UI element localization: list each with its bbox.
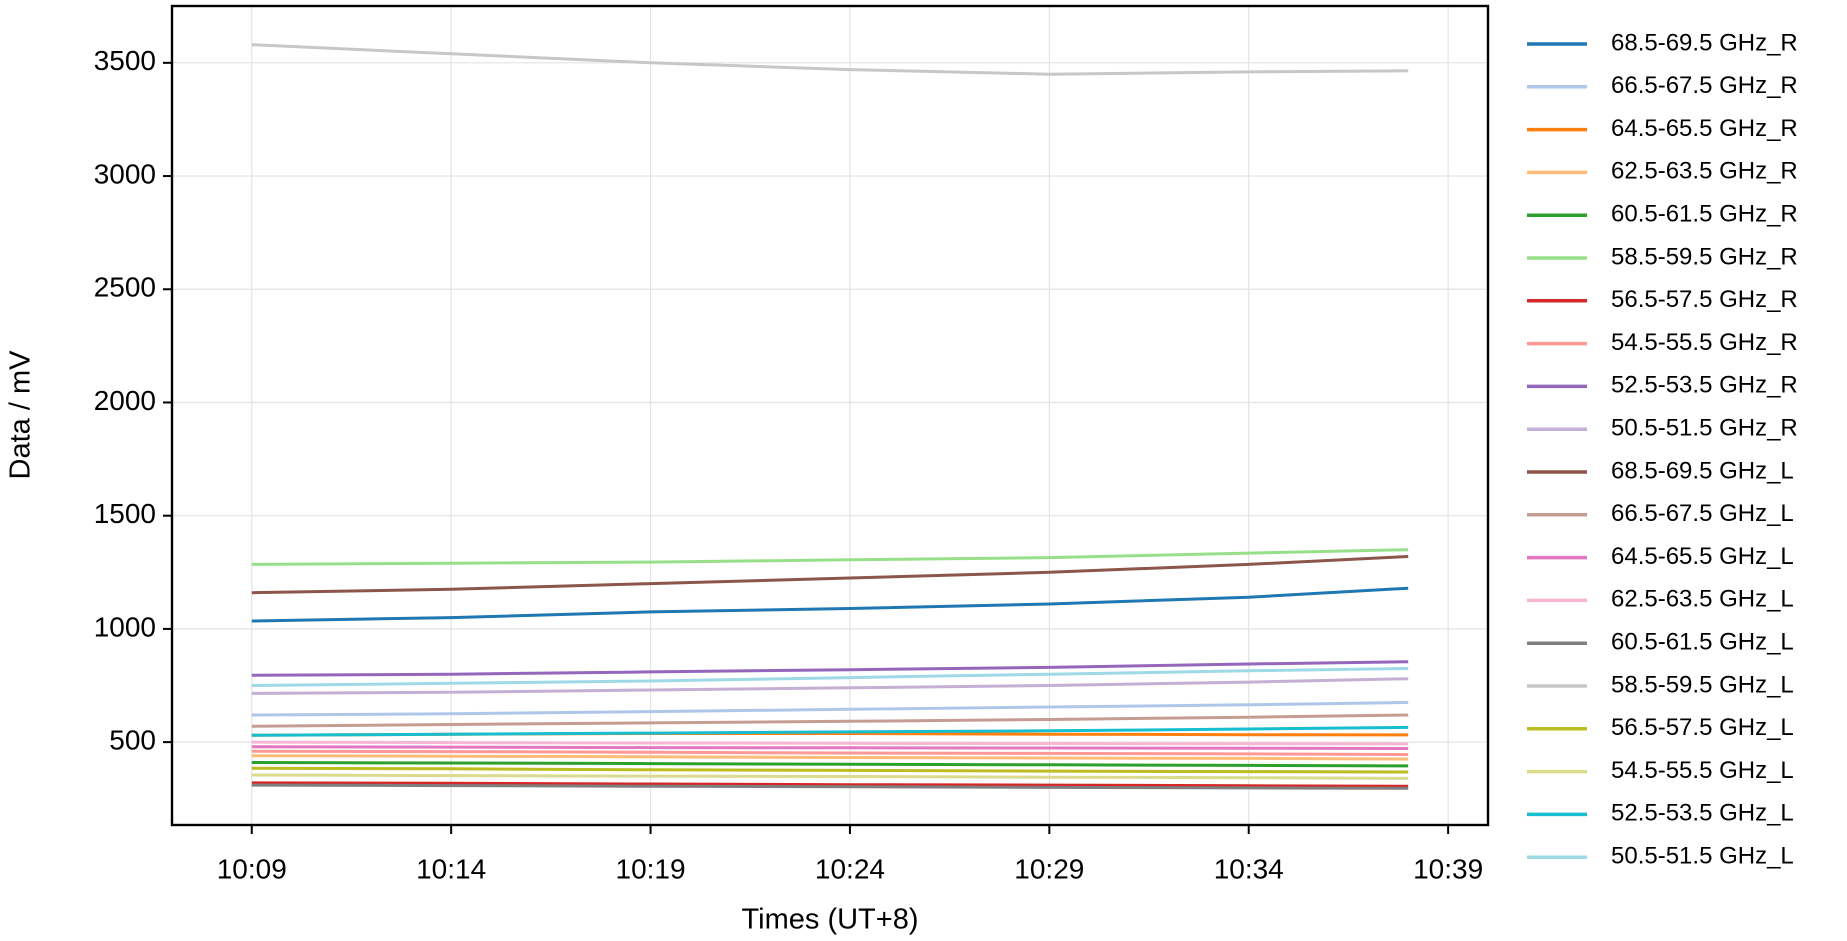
y-tick-label: 2000 xyxy=(94,385,156,416)
x-tick-label: 10:29 xyxy=(1014,853,1084,884)
x-tick-label: 10:34 xyxy=(1214,853,1284,884)
y-tick-label: 2500 xyxy=(94,272,156,303)
series-line xyxy=(251,548,1409,566)
x-tick-label: 10:19 xyxy=(616,853,686,884)
legend-label: 62.5-63.5 GHz_R xyxy=(1611,158,1798,185)
series-line xyxy=(251,761,1409,768)
x-tick-label: 10:39 xyxy=(1413,853,1483,884)
legend-label: 66.5-67.5 GHz_R xyxy=(1611,72,1798,99)
y-axis-label: Data / mV xyxy=(5,350,37,480)
plot-frame xyxy=(170,4,1490,827)
legend-label: 58.5-59.5 GHz_R xyxy=(1611,243,1798,270)
y-tick-label: 1000 xyxy=(94,611,156,642)
legend-label: 66.5-67.5 GHz_L xyxy=(1611,500,1794,527)
series-line xyxy=(251,701,1409,717)
legend-label: 52.5-53.5 GHz_R xyxy=(1611,372,1798,399)
legend-label: 64.5-65.5 GHz_R xyxy=(1611,115,1798,142)
series-line xyxy=(251,781,1409,788)
series-line xyxy=(251,773,1409,780)
y-tick-label: 3500 xyxy=(94,45,156,76)
legend-label: 54.5-55.5 GHz_L xyxy=(1611,757,1794,784)
legend-label: 68.5-69.5 GHz_R xyxy=(1611,29,1798,56)
series-line xyxy=(251,766,1409,774)
legend-label: 60.5-61.5 GHz_L xyxy=(1611,629,1794,656)
x-tick-label: 10:14 xyxy=(416,853,486,884)
series-line xyxy=(251,740,1409,746)
legend-label: 64.5-65.5 GHz_L xyxy=(1611,543,1794,570)
legend-label: 52.5-53.5 GHz_L xyxy=(1611,800,1794,827)
legend-label: 60.5-61.5 GHz_R xyxy=(1611,201,1798,228)
legend-label: 50.5-51.5 GHz_L xyxy=(1611,843,1794,870)
x-tick-label: 10:09 xyxy=(217,853,287,884)
series-line xyxy=(251,749,1409,757)
series-line xyxy=(251,555,1409,595)
series-line xyxy=(251,677,1409,695)
series-line xyxy=(251,43,1409,76)
series-line xyxy=(251,667,1409,687)
y-tick-label: 500 xyxy=(109,725,156,756)
legend-label: 58.5-59.5 GHz_L xyxy=(1611,671,1794,698)
legend-label: 56.5-57.5 GHz_L xyxy=(1611,714,1794,741)
legend-label: 68.5-69.5 GHz_L xyxy=(1611,457,1794,484)
series-line xyxy=(251,713,1409,728)
x-axis-label: Times (UT+8) xyxy=(742,904,919,936)
series-line xyxy=(251,754,1409,761)
series-line xyxy=(251,745,1409,750)
series-line xyxy=(251,660,1409,677)
series-line xyxy=(251,725,1409,737)
y-tick-label: 1500 xyxy=(94,498,156,529)
legend-label: 62.5-63.5 GHz_L xyxy=(1611,586,1794,613)
series-line xyxy=(251,783,1409,790)
series-line xyxy=(251,586,1409,623)
y-tick-label: 3000 xyxy=(94,158,156,189)
x-tick-label: 10:24 xyxy=(815,853,885,884)
legend-label: 54.5-55.5 GHz_R xyxy=(1611,329,1798,356)
legend-label: 50.5-51.5 GHz_R xyxy=(1611,415,1798,442)
legend-label: 56.5-57.5 GHz_R xyxy=(1611,286,1798,313)
